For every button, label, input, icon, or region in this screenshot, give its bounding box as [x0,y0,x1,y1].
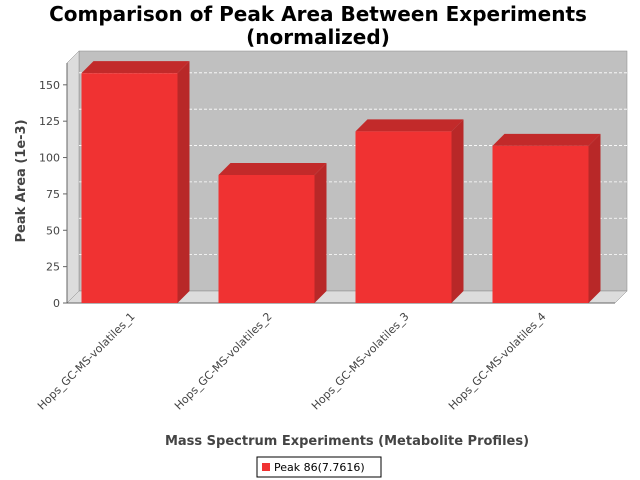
x-tick-label: Hops_GC-MS-volatiles_4 [446,310,549,413]
bar-top [492,133,601,146]
chart-title-line1: Comparison of Peak Area Between Experime… [49,2,587,26]
bar-side [177,61,190,303]
bar-front [218,175,315,303]
x-axis: Hops_GC-MS-volatiles_1 Hops_GC-MS-volatil… [35,310,549,413]
y-tick-label: 75 [46,188,60,201]
bar-side [588,133,601,303]
bars [81,61,601,303]
bar-side [451,119,464,303]
bar-top [355,119,464,132]
bar-top [218,163,327,175]
bar [355,119,464,303]
y-tick-label: 50 [46,224,60,237]
bar [81,61,190,303]
bar-top [81,61,190,74]
legend-swatch [262,463,270,471]
bar [492,133,601,303]
y-tick-label: 25 [46,261,60,274]
bar [218,163,327,303]
y-tick-label: 125 [39,115,60,128]
y-tick-label: 100 [39,152,60,165]
x-tick-label: Hops_GC-MS-volatiles_1 [35,310,138,413]
y-tick-label: 150 [39,79,60,92]
bar-front [492,145,589,303]
chart-title-line2: (normalized) [246,25,390,49]
legend-box [256,456,382,478]
plot-left-wall [66,50,80,304]
legend: Peak 86(7.7616) [256,456,382,478]
bar-side [314,163,327,303]
y-axis-label: Peak Area (1e-3) [14,119,29,242]
legend-label: Peak 86(7.7616) [274,461,365,474]
y-tick-label: 0 [53,297,60,310]
bar-front [355,131,452,303]
bar-front [81,73,178,303]
x-axis-label: Mass Spectrum Experiments (Metabolite Pr… [165,434,529,449]
x-tick-label: Hops_GC-MS-volatiles_2 [172,310,275,413]
x-tick-label: Hops_GC-MS-volatiles_3 [309,310,412,413]
